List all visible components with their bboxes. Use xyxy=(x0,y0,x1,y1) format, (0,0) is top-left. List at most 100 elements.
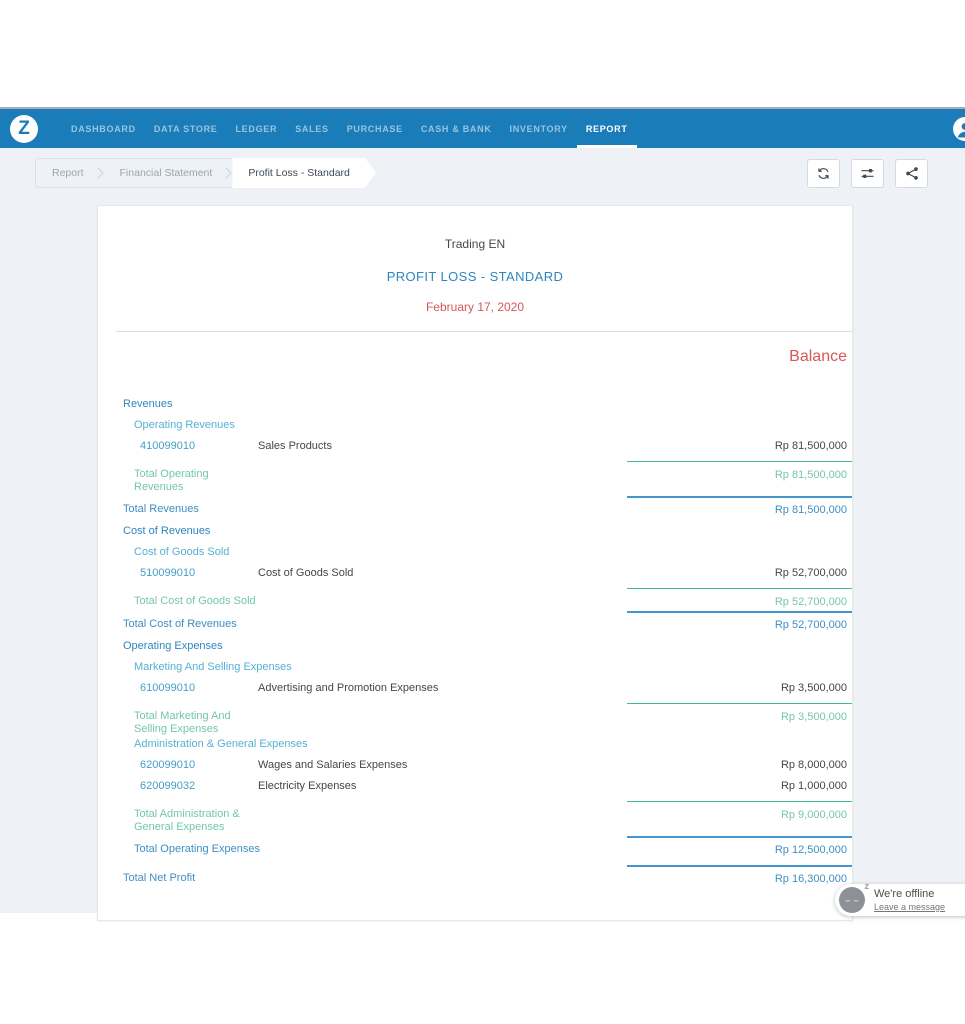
customize-button[interactable] xyxy=(851,158,884,188)
nav-item-dashboard[interactable]: DASHBOARD xyxy=(71,123,136,134)
person-icon xyxy=(953,117,965,141)
report-toolbar xyxy=(807,158,928,188)
subtotal-amount: Rp 9,000,000 xyxy=(627,801,852,822)
total-row: Total Operating Expenses Rp 12,500,000 xyxy=(98,836,852,857)
subtotal-label: Total Marketing And Selling Expenses xyxy=(134,710,231,735)
total-amount: Rp 16,300,000 xyxy=(627,865,852,886)
account-amount: Rp 1,000,000 xyxy=(780,780,847,792)
account-number-link[interactable]: 410099010 xyxy=(140,440,196,452)
subsection-label: Operating Revenues xyxy=(134,419,235,431)
total-row: Total Revenues Rp 81,500,000 xyxy=(98,496,852,517)
breadcrumb-report[interactable]: Report xyxy=(52,167,84,179)
report-date: February 17, 2020 xyxy=(425,300,525,314)
section-row: Administration & General Expenses xyxy=(98,738,852,751)
account-name: Wages and Salaries Expenses xyxy=(258,759,408,771)
subtotal-amount: Rp 3,500,000 xyxy=(627,703,852,724)
section-label: Operating Expenses xyxy=(123,640,223,652)
nav-item-sales[interactable]: SALES xyxy=(295,123,329,134)
subtotal-amount: Rp 81,500,000 xyxy=(627,461,852,482)
sleep-z-icon: z xyxy=(864,881,870,891)
nav-item-inventory[interactable]: INVENTORY xyxy=(509,123,568,134)
account-name: Advertising and Promotion Expenses xyxy=(258,682,439,694)
section-label: Revenues xyxy=(123,398,173,410)
chat-text: We're offline Leave a message xyxy=(874,888,945,912)
content-area: Report Financial Statement Profit Loss -… xyxy=(0,148,965,921)
subtotal-amount: Rp 52,700,000 xyxy=(627,588,852,609)
account-row: 620099032 Electricity Expenses Rp 1,000,… xyxy=(98,780,852,793)
app-logo[interactable]: Z xyxy=(10,114,38,143)
nav-item-purchase[interactable]: PURCHASE xyxy=(346,123,403,134)
section-row: Cost of Revenues xyxy=(98,525,852,538)
chat-status: We're offline xyxy=(874,888,935,900)
sleeping-agent-icon xyxy=(839,887,865,913)
account-amount: Rp 81,500,000 xyxy=(774,440,847,452)
total-amount: Rp 12,500,000 xyxy=(627,836,852,857)
account-name: Electricity Expenses xyxy=(258,780,357,792)
section-row: Revenues xyxy=(98,398,852,411)
breadcrumb-toolbar-row: Report Financial Statement Profit Loss -… xyxy=(0,148,965,188)
subsection-label: Marketing And Selling Expenses xyxy=(134,661,292,673)
refresh-icon xyxy=(818,167,829,179)
report-rows: Revenues Operating Revenues 410099010 Sa… xyxy=(98,398,852,886)
nav-item-data-store[interactable]: DATA STORE xyxy=(153,123,218,134)
section-row: Marketing And Selling Expenses xyxy=(98,661,852,674)
refresh-button[interactable] xyxy=(807,158,840,188)
section-row: Operating Expenses xyxy=(98,640,852,653)
account-amount: Rp 8,000,000 xyxy=(780,759,847,771)
account-row: 620099010 Wages and Salaries Expenses Rp… xyxy=(98,759,852,772)
subtotal-row: Total Operating Revenues Rp 81,500,000 xyxy=(98,461,852,494)
total-label: Total Operating Expenses xyxy=(134,843,260,855)
account-number-link[interactable]: 610099010 xyxy=(140,682,196,694)
account-row: 610099010 Advertising and Promotion Expe… xyxy=(98,682,852,695)
breadcrumb-financial-statement[interactable]: Financial Statement xyxy=(119,167,213,179)
company-name: Trading EN xyxy=(444,237,506,251)
nav-menu: DASHBOARD DATA STORE LEDGER SALES PURCHA… xyxy=(62,109,637,148)
subsection-label: Cost of Goods Sold xyxy=(134,546,230,558)
account-amount: Rp 3,500,000 xyxy=(780,682,847,694)
total-amount: Rp 81,500,000 xyxy=(627,496,852,517)
account-number-link[interactable]: 620099032 xyxy=(140,780,196,792)
user-profile-icon[interactable] xyxy=(953,117,965,141)
subtotal-row: Total Administration & General Expenses … xyxy=(98,801,852,834)
total-row: Total Net Profit Rp 16,300,000 xyxy=(98,865,852,886)
subtotal-label: Total Operating Revenues xyxy=(134,468,209,493)
balance-column-header: Balance xyxy=(789,348,847,365)
total-label: Total Cost of Revenues xyxy=(123,618,237,630)
breadcrumb-profit-loss-standard[interactable]: Profit Loss - Standard xyxy=(232,158,376,188)
column-header-row: Balance xyxy=(98,348,852,366)
section-row: Operating Revenues xyxy=(98,419,852,432)
report-title: PROFIT LOSS - STANDARD xyxy=(386,269,564,284)
account-row: 410099010 Sales Products Rp 81,500,000 xyxy=(98,440,852,453)
share-icon xyxy=(905,166,918,180)
report-card: Trading EN PROFIT LOSS - STANDARD Februa… xyxy=(97,205,853,921)
section-row: Cost of Goods Sold xyxy=(98,546,852,559)
subsection-label: Administration & General Expenses xyxy=(134,738,308,750)
total-row: Total Cost of Revenues Rp 52,700,000 xyxy=(98,611,852,632)
subtotal-label: Total Administration & General Expenses xyxy=(134,808,240,833)
total-amount: Rp 52,700,000 xyxy=(627,611,852,632)
nav-item-cash-bank[interactable]: CASH & BANK xyxy=(420,123,492,134)
breadcrumb: Report Financial Statement Profit Loss -… xyxy=(35,158,365,188)
chat-avatar: z xyxy=(839,881,869,913)
sliders-icon xyxy=(861,168,874,178)
chat-widget[interactable]: z We're offline Leave a message xyxy=(835,881,965,916)
top-divider-line xyxy=(0,107,965,109)
account-number-link[interactable]: 620099010 xyxy=(140,759,196,771)
share-button[interactable] xyxy=(895,158,928,188)
header-divider xyxy=(116,331,852,332)
account-name: Sales Products xyxy=(258,440,332,452)
subtotal-row: Total Marketing And Selling Expenses Rp … xyxy=(98,703,852,736)
total-label: Total Revenues xyxy=(123,503,199,515)
subtotal-row: Total Cost of Goods Sold Rp 52,700,000 xyxy=(98,588,852,609)
account-name: Cost of Goods Sold xyxy=(258,567,354,579)
chat-leave-message-link[interactable]: Leave a message xyxy=(874,902,946,912)
account-number-link[interactable]: 510099010 xyxy=(140,567,196,579)
account-amount: Rp 52,700,000 xyxy=(774,567,847,579)
total-label: Total Net Profit xyxy=(123,872,196,884)
section-label: Cost of Revenues xyxy=(123,525,211,537)
account-row: 510099010 Cost of Goods Sold Rp 52,700,0… xyxy=(98,567,852,580)
nav-item-ledger[interactable]: LEDGER xyxy=(235,123,278,134)
nav-item-report[interactable]: REPORT xyxy=(576,109,637,148)
subtotal-label: Total Cost of Goods Sold xyxy=(134,595,256,607)
top-navbar: Z DASHBOARD DATA STORE LEDGER SALES PURC… xyxy=(0,109,965,148)
